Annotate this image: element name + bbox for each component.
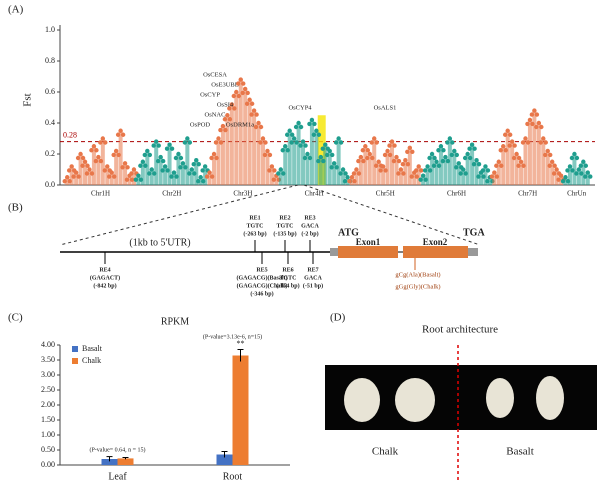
y-tick-label: 3.50 xyxy=(41,355,55,364)
legend-label: Basalt xyxy=(82,344,103,353)
annotation: (P-value= 0.64, n = 15) xyxy=(89,446,145,453)
gene-annotation: OsNAC xyxy=(205,111,226,118)
utr xyxy=(330,248,338,256)
element-label: TGTC xyxy=(246,223,263,229)
element-label: RE4 xyxy=(99,267,110,273)
x-tick-label: Leaf xyxy=(108,471,127,482)
y-tick-label: 1.0 xyxy=(45,25,55,34)
zoom-line xyxy=(303,184,481,246)
gene-annotation: OsCYP4 xyxy=(288,104,312,111)
x-tick-label: Chr6H xyxy=(447,190,466,198)
panel-label: (C) xyxy=(8,312,23,324)
y-tick-label: 2.50 xyxy=(41,385,55,394)
element-label: RE2 xyxy=(279,215,290,221)
gene-annotation: OsDRM1a xyxy=(226,121,254,128)
exon-label: Exon1 xyxy=(356,237,381,247)
element-label: RE6 xyxy=(282,267,293,273)
y-tick-label: 3.00 xyxy=(41,370,55,379)
stop-codon: TGA xyxy=(463,227,485,238)
legend-swatch xyxy=(72,358,78,364)
element-label: (-263 bp) xyxy=(243,230,266,237)
y-tick-label: 0.0 xyxy=(45,180,55,189)
y-tick-label: 4.00 xyxy=(41,340,55,349)
element-label: RE3 xyxy=(304,215,315,221)
gene-annotation: OsCYP xyxy=(200,91,220,98)
element-label: (GAGACG)(Chalk) xyxy=(237,282,288,289)
x-tick-label: Chr3H xyxy=(233,190,252,198)
promoter-label: (1kb to 5'UTR) xyxy=(129,237,190,248)
element-label: TGTC xyxy=(279,275,296,281)
bar xyxy=(232,355,249,465)
utr xyxy=(468,248,478,256)
zoom-line xyxy=(59,184,299,246)
roots xyxy=(344,376,564,422)
x-tick-label: Chr1H xyxy=(91,190,110,198)
y-tick-label: 0.4 xyxy=(45,118,55,127)
element-label: RE1 xyxy=(249,215,260,221)
element-label: (-346 bp) xyxy=(250,290,273,297)
x-tick-label: Chr2H xyxy=(162,190,181,198)
legend-label: Chalk xyxy=(82,356,101,365)
gene-annotation: OsPOD xyxy=(190,121,211,128)
panel-label: (D) xyxy=(330,312,346,324)
exon-label: Exon2 xyxy=(423,237,448,247)
y-tick-label: 1.00 xyxy=(41,430,55,439)
panel-label: (A) xyxy=(8,4,24,16)
y-axis-label: Fst xyxy=(22,93,34,106)
bar xyxy=(101,459,118,465)
chart-title: RPKM xyxy=(161,316,189,327)
x-tick-label: ChrUn xyxy=(567,190,587,198)
exon xyxy=(403,246,468,258)
x-tick-label: Chr7H xyxy=(518,190,537,198)
x-tick-label: Root xyxy=(223,471,243,482)
y-tick-label: 0.8 xyxy=(45,56,55,65)
photo-label: Basalt xyxy=(506,446,534,458)
variant-label: gCg(Ala)(Basalt) xyxy=(395,271,440,278)
y-tick-label: 0.00 xyxy=(41,460,55,469)
element-label: (-842 bp) xyxy=(93,282,116,289)
y-tick-label: 0.50 xyxy=(41,445,55,454)
bar xyxy=(117,458,134,465)
photo-label: Chalk xyxy=(372,446,399,458)
variant-label: gGg(Gly)(Chalk) xyxy=(395,283,440,290)
start-codon: ATG xyxy=(338,227,359,238)
element-label: TGTC xyxy=(276,223,293,229)
x-tick-label: Chr5H xyxy=(376,190,395,198)
gene-annotation: OsSI4 xyxy=(217,101,234,108)
y-tick-label: 1.50 xyxy=(41,415,55,424)
gene-annotation: OsE3UBL xyxy=(211,81,238,88)
element-label: (GAGACG)(Basalt) xyxy=(237,274,288,281)
threshold-label: 0.28 xyxy=(63,130,77,139)
gene-annotation: OsALS1 xyxy=(374,104,397,111)
element-label: GACA xyxy=(304,275,322,281)
element-label: RE5 xyxy=(256,267,267,273)
gene-annotation: OsCESA xyxy=(203,71,227,78)
legend-swatch xyxy=(72,346,78,352)
element-label: (-2 bp) xyxy=(301,230,318,237)
element-label: GACA xyxy=(301,223,319,229)
panel-label: (B) xyxy=(8,202,23,214)
element-label: RE7 xyxy=(307,267,318,273)
y-tick-label: 0.6 xyxy=(45,87,55,96)
photo-title: Root architecture xyxy=(422,324,498,336)
element-label: (-135 bp) xyxy=(273,230,296,237)
annotation: ** xyxy=(237,339,245,348)
y-tick-label: 0.2 xyxy=(45,149,55,158)
element-label: (-51 bp) xyxy=(303,282,323,289)
exon xyxy=(338,246,398,258)
y-tick-label: 2.00 xyxy=(41,400,55,409)
element-label: (-154 bp) xyxy=(276,282,299,289)
element-label: (GAGACT) xyxy=(90,274,120,281)
bar xyxy=(216,454,233,465)
annotation: (P-value=3.13e-6, n=15) xyxy=(203,333,262,340)
x-tick-label: Chr4H xyxy=(305,190,324,198)
